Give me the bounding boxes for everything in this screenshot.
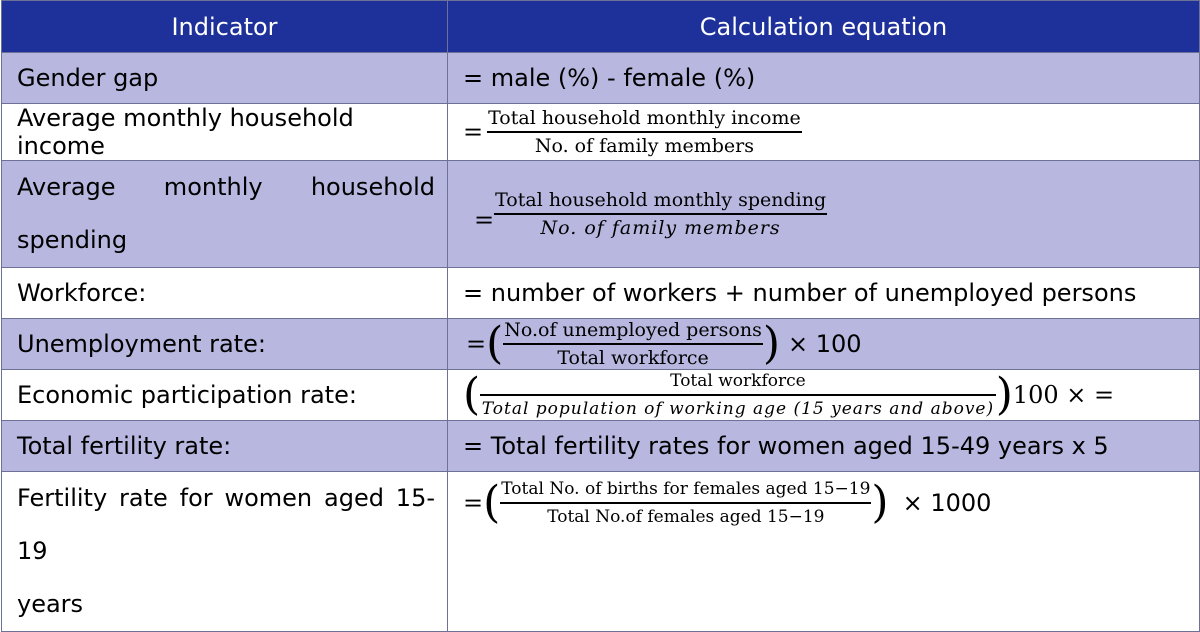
indicator-cell: Economic participation rate: — [1, 369, 448, 421]
numerator: Total No. of births for females aged 15−… — [500, 478, 872, 504]
table-row: Gender gap = male (%) - female (%) — [1, 52, 1200, 104]
equals-sign: = — [474, 206, 495, 234]
denominator: No. of family members — [534, 135, 754, 157]
left-paren: ( — [483, 477, 501, 528]
right-paren: ) — [871, 477, 889, 528]
table-row: Economic participation rate: ( Total wor… — [1, 369, 1200, 421]
indicator-line: years — [17, 590, 84, 618]
indicator-cell: Average monthly household spending — [1, 160, 448, 268]
table-row: Total fertility rate: = Total fertility … — [1, 420, 1200, 472]
indicator-cell: Fertility rate for women aged 15-19 year… — [1, 471, 448, 632]
multiplier: 100 × = — [1012, 381, 1115, 409]
equation-cell: = Total household monthly income No. of … — [447, 103, 1200, 161]
equation-cell: = ( Total No. of births for females aged… — [447, 471, 1200, 632]
equation-cell: = Total household monthly spending No. o… — [447, 160, 1200, 268]
denominator: Total workforce — [557, 347, 709, 369]
left-paren: ( — [463, 369, 481, 420]
indicator-line: spending — [17, 226, 128, 254]
denominator: No. of family members — [540, 217, 781, 239]
fraction: Total household monthly spending No. of … — [494, 189, 828, 239]
indicator-cell: Total fertility rate: — [1, 420, 448, 472]
equation-cell: = male (%) - female (%) — [447, 52, 1200, 104]
right-paren: ) — [995, 369, 1013, 420]
table-row: Fertility rate for women aged 15-19 year… — [1, 471, 1200, 632]
numerator: Total workforce — [480, 370, 996, 396]
multiplier: × 100 — [788, 330, 862, 358]
fraction-formula: = Total household monthly spending No. o… — [474, 189, 828, 239]
fraction-formula: = ( Total No. of births for females aged… — [463, 478, 991, 528]
equals-sign: = — [463, 118, 484, 146]
equation-cell: ( Total workforce Total population of wo… — [447, 369, 1200, 421]
fraction: No.of unemployed persons Total workforce — [503, 319, 763, 369]
header-equation: Calculation equation — [447, 0, 1200, 53]
header-indicator: Indicator — [1, 0, 448, 53]
fraction: Total household monthly income No. of fa… — [487, 107, 802, 157]
indicator-cell: Unemployment rate: — [1, 318, 448, 370]
right-paren: ) — [762, 318, 780, 369]
fraction-formula: ( Total workforce Total population of wo… — [463, 370, 1114, 420]
indicator-cell: Average monthly household income — [1, 103, 448, 161]
numerator: Total household monthly income — [487, 107, 802, 133]
equals-sign: = — [466, 330, 487, 358]
denominator: Total population of working age (15 year… — [481, 399, 995, 419]
multiplier: × 1000 — [902, 489, 992, 517]
equals-sign: = — [463, 489, 484, 517]
equation-cell: = number of workers + number of unemploy… — [447, 267, 1200, 319]
indicator-line: Fertility rate for women aged 15-19 — [17, 484, 435, 565]
table-row: Average monthly household income = Total… — [1, 103, 1200, 161]
numerator: No.of unemployed persons — [503, 319, 763, 345]
indicator-cell: Workforce: — [1, 267, 448, 319]
indicator-cell: Gender gap — [1, 52, 448, 104]
indicator-line: Average monthly household — [17, 173, 435, 201]
equation-cell: = ( No.of unemployed persons Total workf… — [447, 318, 1200, 370]
table-row: Workforce: = number of workers + number … — [1, 267, 1200, 319]
left-paren: ( — [486, 318, 504, 369]
fraction: Total workforce Total population of work… — [480, 370, 996, 420]
fraction: Total No. of births for females aged 15−… — [500, 478, 872, 528]
table-row: Average monthly household spending = Tot… — [1, 160, 1200, 268]
equation-cell: = Total fertility rates for women aged 1… — [447, 420, 1200, 472]
denominator: Total No.of females aged 15−19 — [547, 507, 825, 527]
table-row: Unemployment rate: = ( No.of unemployed … — [1, 318, 1200, 370]
numerator: Total household monthly spending — [494, 189, 828, 215]
fraction-formula: = ( No.of unemployed persons Total workf… — [466, 319, 862, 369]
header-row: Indicator Calculation equation — [1, 0, 1200, 53]
fraction-formula: = Total household monthly income No. of … — [463, 107, 802, 157]
